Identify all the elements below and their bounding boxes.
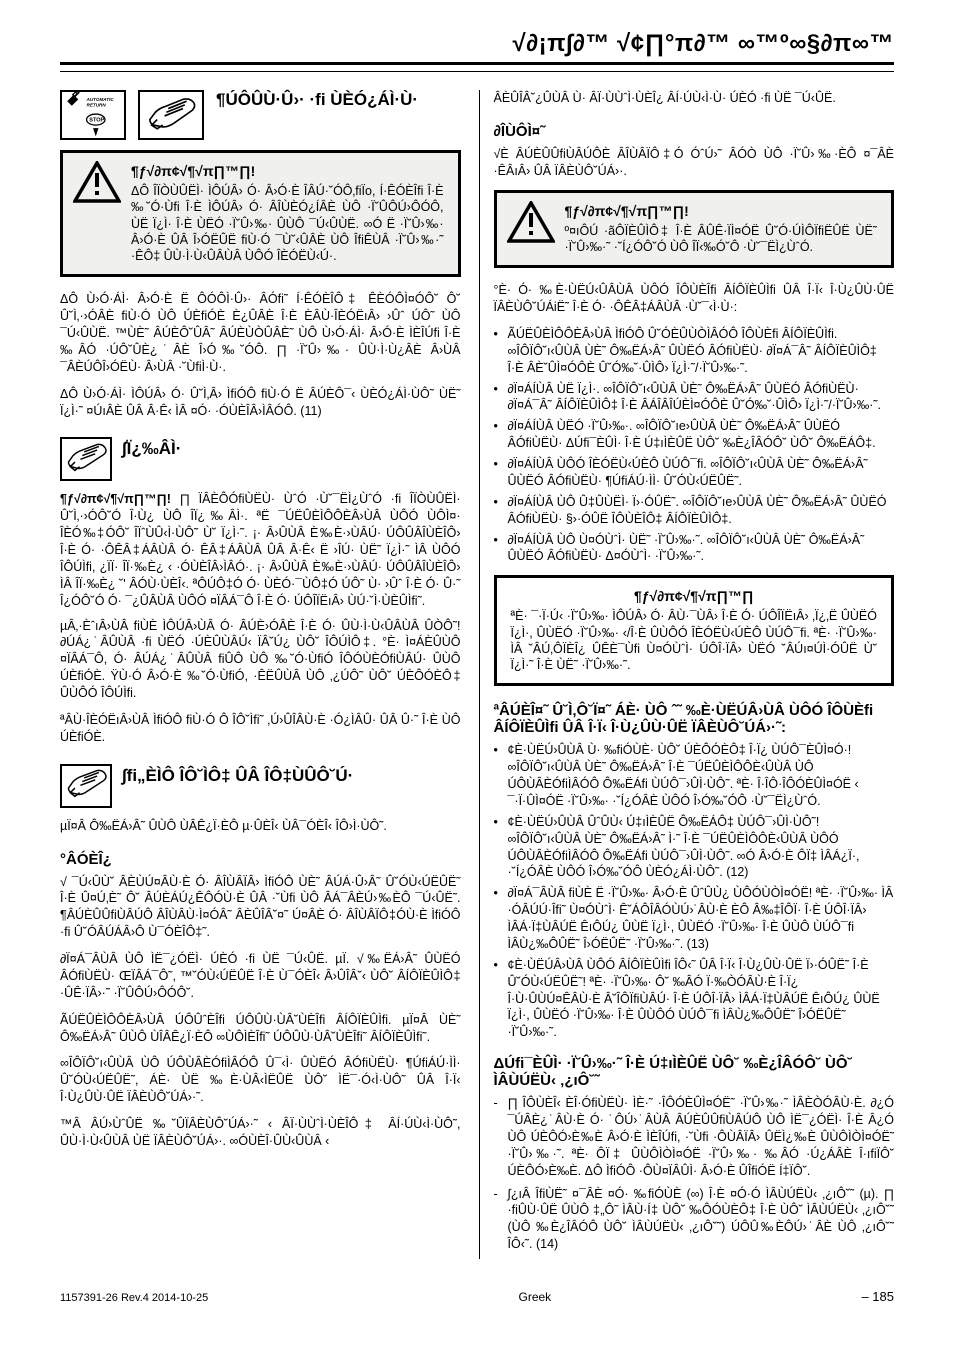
sec3-ref: µÏ¤Â Ô‰ËÁ›Â˜ ÛÙÔ ÙÂÊ¿Ï·ÈÔ µ·ÛÈÎ‹ ÙÂ¯ÓÈÎ‹… — [60, 818, 461, 835]
glove-icon — [60, 437, 112, 481]
sec1-para2: ΔÔ Ù›Ó·ÁÌ· ÌÔÚÂ› Ó· Û˘Ì‚Â› ÌfiÓÔ fiÙ·Ó Ë… — [60, 386, 461, 420]
footer-docid: 1157391-26 Rev.4 2014-10-25 — [60, 1292, 208, 1304]
list-item: ∂Ï¤ÁÍÙÂ ÙË Ï¿Ì·. ∞ÎÔÏÔ˘ı‹ÛÙÂ ÙÈ˜ Ô‰ËÁ›Â˜… — [494, 381, 895, 415]
svg-text:RETURN: RETURN — [87, 103, 107, 108]
sec3-p1: √ ¯Ú‹ÛÙ˘ ÂÈÙÚ¤ÂÙ·È Ó· ÂÎÙÂÏÂ› ÌfiÓÔ ÙÈ˜ … — [60, 874, 461, 942]
sec3-p2: ∂Ï¤Á¯ÂÙÂ ÙÔ ÌË¯¿ÓËÌ· ÚÈÓ ·fi ÙË ¯Ú‹ÛË. µ… — [60, 951, 461, 1002]
caution-title: ¶ƒ√∂π¢√¶√π∏™∏ — [511, 588, 878, 604]
warn2-h: ¶ƒ√∂π¢√¶√π∏™∏! — [565, 203, 878, 219]
list-item: ∂Ï¤Á¯ÂÙÂ fiÙÈ Ë ·Ï˘Û›‰· Â›Ó·È ÛˆÛÙ¿ ÙÔÓÙ… — [494, 885, 895, 953]
last-sec-title: ΔÚfi¯ÈÛÌ· ·Ï˘Û›‰·˜ Î·È Ú‡ıÌÈÛË ÙÔ˘ ‰È¿ÎÂ… — [494, 1055, 895, 1089]
rule-thin — [60, 71, 894, 72]
svg-text:AUTOMATIC: AUTOMATIC — [86, 97, 115, 102]
section-crosscut-title: ∫fi„ÈÌÔ ÎÔ˘ÌÔ‡ ÛÂ ÎÔ‡ÙÛÔ˘Ú· — [122, 764, 353, 786]
warning-triangle-icon — [73, 161, 121, 205]
warn2-title: ¶ƒ√∂π¢√¶√π∏™∏! — [60, 492, 171, 506]
right-p-maintain: °È· Ó· ‰È·ÙËÚ‹ÛÂÙÂ ÙÔÓ ÎÔÙÈÎfi ÂÍÔÏÈÛÌfi… — [494, 282, 895, 316]
list-item: ∂Ï¤ÁÍÙÂ ÙÔÓ ÎÈÓËÙ‹ÚÈÔ ÙÚÔ¯fi. ∞ÎÔÏÔ˘ı‹ÛÙ… — [494, 456, 895, 490]
page-header-title: √∂¡π∫∂™ √¢∏°π∂™ ∞™º∞§∂π∞™ — [60, 30, 894, 60]
warning-box-2: ¶ƒ√∂π¢√¶√π∏™∏! º¤ıÔÚ ·ãÔÏÈÛÌÔ‡ Î·È ÂÛÊ·Ï… — [494, 190, 895, 269]
right-intro: ÂÈÛÎÂ˘¿ÛÙÂ Ù· ÂÏ·ÙÙˆÌ·ÙÈÎ¿ ÂÍ·ÚÙ‹Ì·Ù· ÚÈ… — [494, 90, 895, 107]
caution-box: ¶ƒ√∂π¢√¶√π∏™∏ ªÈ· ¯·Ï·Ú‹ ·Ï˘Û›‰· ÌÔÚÂ› Ó… — [494, 575, 895, 686]
warning-triangle-icon — [507, 201, 555, 245]
warning-box-1: ¶ƒ√∂π¢√¶√π∏™∏! ΔÔ ÎÏÒÙÛËÌ· ÌÔÚÂ› Ó· Â›Ó·… — [60, 150, 461, 277]
list-item: ∂Ï¤ÁÍÙÂ ÙËÓ ·Ï˘Û›‰·. ∞ÎÔÏÔ˘ıe›ÛÙÂ ÙÈ˜ Ô‰… — [494, 418, 895, 452]
section-limbing-title: ∫Ï¿‰ÂÌ· — [122, 437, 181, 459]
right-bullet-list-1: ÃÚËÛÈÌÔÔÈÂ›ÙÂ ÌfiÓÔ Û˘ÓÈÛÙÒÌÂÓÔ ÎÔÙÈfi Â… — [494, 326, 895, 565]
list-item: ∂Ï¤ÁÍÙÂ ÙÔ Ù¤ÓÙˆÌ· ÙË˜ ·Ï˘Û›‰·˜. ∞ÎÔÏÔ˘ı… — [494, 532, 895, 566]
right-dash-list: ∏ ÎÔÙÈÎ‹ ÈÎ·ÓfiÙËÙ· ÌÈ·˜ ·ÎÔÓÈÛÌ¤ÓË˜ ·Ï˘… — [494, 1095, 895, 1253]
footer-lang: Greek — [518, 1290, 551, 1304]
sec2-para2: ªÂÙ·ÎÈÓËıÂ›ÙÂ ÌfiÓÔ fiÙ·Ó Ô ÎÔ˘Ìfi˜ ‚Ú›Û… — [60, 712, 461, 746]
sec3-p5: ™Â ÂÚ›ÙˆÛË ‰˘ÛÏÂÈÙÔ˘ÚÁ›·˜ ‹ ÂÏ·ÙÙˆÌ·ÙÈÎÔ… — [60, 1116, 461, 1150]
warn2-b: º¤ıÔÚ ·ãÔÏÈÛÌÔ‡ Î·È ÂÛÊ·ÏÌ¤ÓË Û˘Ó·ÚÌÔÏfi… — [565, 223, 878, 256]
list-item: ÃÚËÛÈÌÔÔÈÂ›ÙÂ ÌfiÓÔ Û˘ÓÈÛÙÒÌÂÓÔ ÎÔÙÈfi Â… — [494, 326, 895, 377]
list-item: ¢È·ÙËÚ›ÛÙÂ ÛˆÛÙ‹ Ú‡ıÌÈÛË Ô‰ËÁÔ‡ ÙÚÔ¯›ÛÌ·… — [494, 814, 895, 882]
footer-page: – 185 — [861, 1289, 894, 1304]
right-sub1-title: ∂ÎÙÔÌ¤˜ — [494, 123, 895, 140]
page-footer: 1157391-26 Rev.4 2014-10-25 Greek – 185 — [60, 1289, 894, 1304]
warning1-title: ¶ƒ√∂π¢√¶√π∏™∏! — [131, 163, 444, 179]
sec3-p4: ∞ÎÔÏÔ˘ı‹ÛÙÂ ÙÔ ÚÔÙÂÈÓfiÌÂÓÔ Û¯‹Ì· ÛÙËÓ Â… — [60, 1055, 461, 1106]
sec3-sub-general: °ÂÓÈÎ¿ — [60, 851, 461, 868]
rule-thick — [60, 62, 894, 65]
sec1-para1: ΔÔ Ù›Ó·ÁÌ· Â›Ó·È Ë ÔÓÔÌ·Û›· ÂÓfi˜ Í·ÊÓÈÎ… — [60, 291, 461, 375]
list-item: ∫¿ıÂ ÎfiÙË˜ ¤¯ÂÈ ¤Ó· ‰fiÓÙÈ (∞) Î·È ¤Ó·Ó… — [494, 1186, 895, 1254]
list-item: ∂Ï¤ÁÍÙÂ ÙÔ Û‡ÛÙËÌ· Ï›·ÓÛË˜. ∞ÎÔÏÔ˘ıe›ÛÙÂ… — [494, 494, 895, 528]
list-item: ¢È·ÙËÚ›ÛÙÂ Ù· ‰fiÓÙÈ· ÙÔ˘ ÚÈÔÓÈÔ‡ Î·Ï¿ Ù… — [494, 742, 895, 810]
left-column: AUTOMATIC RETURN STOP ¶ÚÔÛÙ·Û›· ·fi ÙÈÓ¿… — [60, 90, 479, 1259]
right-sub1-p: √È ÂÚÈÛÛfiÙÂÚÔÈ ÂÎÙÂÏÔ‡Ó ÓˆÚ›˜ ÂÓÒ ÙÔ ·Ï… — [494, 146, 895, 180]
glove-icon — [60, 764, 112, 808]
right-bullet-list-tips: ¢È·ÙËÚ›ÛÙÂ Ù· ‰fiÓÙÈ· ÙÔ˘ ÚÈÔÓÈÔ‡ Î·Ï¿ Ù… — [494, 742, 895, 1041]
svg-text:STOP: STOP — [89, 117, 104, 123]
sec3-p3: ÃÚËÛÈÌÔÔÈÂ›ÙÂ ÚÔÛˆÈÎfi ÚÔÛÙ·ÙÂ˘ÙÈÎfi ÂÍÔ… — [60, 1012, 461, 1046]
automatic-return-stop-icon: AUTOMATIC RETURN STOP — [60, 90, 126, 140]
glove-icon — [138, 90, 204, 140]
list-item: ¢È·ÙËÚÂ›ÙÂ ÙÔÓ ÂÍÔÏÈÛÌfi ÎÔ‹˜ ÛÂ Î·Ï‹ Î·… — [494, 957, 895, 1041]
sec2-para1: µÂ‚·ÈˆıÂ›ÙÂ fiÙÈ ÌÔÚÂ›ÙÂ Ó· ÂÚÈ›ÓÂÈ Î·È … — [60, 618, 461, 702]
caution-body: ªÈ· ¯·Ï·Ú‹ ·Ï˘Û›‰· ÌÔÚÂ› Ó· ÂÙ·¯ÙÂ› Î·È … — [511, 608, 878, 673]
section-kickback-title: ¶ÚÔÛÙ·Û›· ·fi ÙÈÓ¿ÁÌ·Ù· — [216, 90, 418, 110]
tips-title: ªÂÚÈÎ¤˜ Û˘Ì‚Ô˘Ï¤˜ ÁÈ· ÙÔ ˆ˜ ‰È·ÙËÚÂ›ÙÂ Ù… — [494, 702, 895, 736]
list-item: ∏ ÎÔÙÈÎ‹ ÈÎ·ÓfiÙËÙ· ÌÈ·˜ ·ÎÔÓÈÛÌ¤ÓË˜ ·Ï˘… — [494, 1095, 895, 1179]
warning1-body: ΔÔ ÎÏÒÙÛËÌ· ÌÔÚÂ› Ó· Â›Ó·È ÎÂÚ·˘ÓÔ‚fiÏo,… — [131, 183, 444, 264]
right-column: ÂÈÛÎÂ˘¿ÛÙÂ Ù· ÂÏ·ÙÙˆÌ·ÙÈÎ¿ ÂÍ·ÚÙ‹Ì·Ù· ÚÈ… — [479, 90, 895, 1259]
warn2-body: ∏ ÏÂÈÔÓfiÙËÙ· ÙˆÓ ·Ù˘¯ËÌ¿ÙˆÓ ·fi ÎÏÒÙÛËÌ… — [60, 492, 461, 607]
